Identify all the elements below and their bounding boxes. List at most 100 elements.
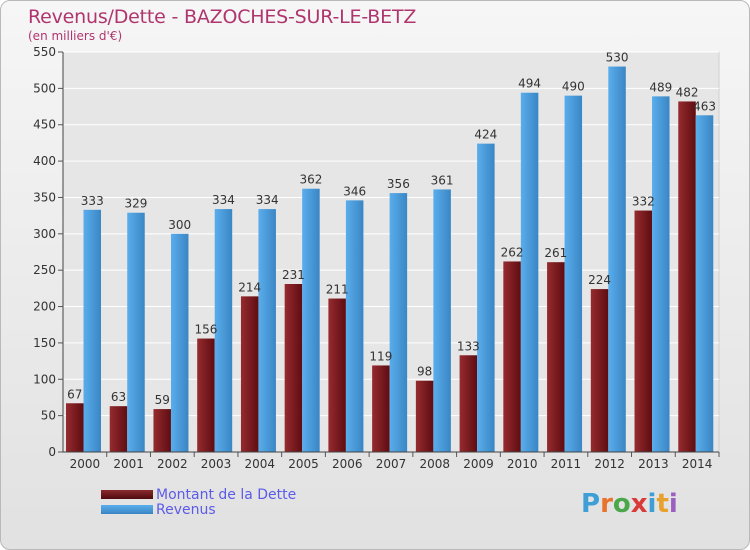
value-label: 211 (326, 283, 349, 297)
bar-revenus (520, 92, 539, 453)
y-tick-label: 450 (33, 118, 56, 132)
value-label: 334 (212, 193, 235, 207)
logo-letter: o (612, 489, 631, 519)
value-label: 362 (299, 173, 322, 187)
value-label: 334 (256, 193, 279, 207)
x-tick-label: 2007 (376, 457, 407, 471)
legend-label-dette: Montant de la Dette (156, 486, 297, 503)
y-tick-label: 550 (33, 45, 56, 59)
value-label: 356 (387, 177, 410, 191)
bar-dette (590, 289, 609, 452)
bar-revenus (258, 209, 276, 452)
y-tick-label: 200 (33, 300, 56, 314)
legend-item-revenus: Revenus (101, 501, 296, 518)
y-tick-label: 500 (33, 81, 56, 95)
value-label: 231 (282, 268, 305, 282)
value-label: 300 (168, 218, 191, 232)
value-label: 332 (632, 195, 655, 209)
value-label: 119 (369, 349, 392, 363)
x-tick-label: 2004 (245, 457, 276, 471)
y-tick-label: 400 (33, 154, 56, 168)
logo-letter: r (600, 489, 613, 519)
value-label: 63 (111, 390, 126, 404)
value-label: 494 (518, 77, 541, 91)
bar-dette (109, 406, 128, 452)
value-label: 261 (544, 246, 567, 260)
value-label: 98 (417, 365, 432, 379)
y-tick-label: 50 (41, 409, 56, 423)
value-label: 489 (649, 80, 672, 94)
value-label: 67 (67, 387, 82, 401)
bar-revenus (608, 66, 626, 452)
bar-dette (503, 261, 521, 452)
value-label: 490 (562, 80, 585, 94)
x-tick-label: 2011 (551, 457, 582, 471)
bar-revenus (477, 143, 495, 453)
value-label: 214 (238, 280, 261, 294)
bar-dette (66, 403, 84, 452)
bar-revenus (695, 115, 714, 452)
y-tick-label: 100 (33, 372, 56, 386)
bar-revenus (83, 209, 101, 452)
chart-title: Revenus/Dette - BAZOCHES-SUR-LE-BETZ (28, 6, 417, 28)
chart-subtitle: (en milliers d'€) (28, 29, 123, 43)
x-tick-label: 2012 (594, 457, 625, 471)
value-label: 333 (81, 194, 104, 208)
bar-dette (372, 365, 390, 452)
bar-dette (328, 298, 346, 452)
bar-dette (547, 262, 565, 452)
x-tick-label: 2000 (70, 457, 101, 471)
value-label: 463 (693, 99, 716, 113)
bar-dette (634, 210, 653, 452)
y-tick-label: 250 (33, 263, 56, 277)
logo-letter: t (656, 489, 669, 519)
legend: Montant de la Dette Revenus (101, 486, 297, 518)
bar-revenus (389, 193, 408, 452)
bar-revenus (564, 95, 583, 453)
legend-label-revenus: Revenus (156, 501, 216, 518)
y-tick-label: 0 (48, 445, 56, 459)
value-label: 530 (606, 51, 629, 65)
value-label: 346 (343, 184, 366, 198)
bar-revenus (433, 189, 451, 453)
logo-letter: P (581, 489, 601, 519)
value-label: 262 (501, 245, 524, 259)
value-label: 329 (125, 197, 148, 211)
bar-dette (415, 380, 434, 452)
value-label: 361 (431, 173, 454, 187)
x-tick-label: 2006 (332, 457, 363, 471)
logo-letter: i (647, 489, 657, 519)
bar-revenus (214, 209, 233, 452)
x-tick-label: 2008 (419, 457, 450, 471)
bar-dette (678, 101, 696, 453)
legend-item-dette: Montant de la Dette (101, 486, 297, 503)
y-tick-label: 150 (33, 336, 56, 350)
bar-dette (284, 284, 303, 452)
bar-dette (240, 296, 259, 452)
value-label: 156 (194, 323, 217, 337)
x-tick-label: 2003 (201, 457, 232, 471)
axes: 0 50 100 150 200 250 300 350 400 450 500 550 2000 200… (33, 45, 720, 471)
legend-swatch-revenus (101, 505, 153, 514)
x-tick-label: 2013 (638, 457, 669, 471)
logo-letter: i (668, 489, 678, 519)
legend-swatch-dette (101, 490, 153, 499)
value-label: 482 (676, 85, 699, 99)
x-tick-label: 2010 (507, 457, 538, 471)
bar-dette (197, 338, 215, 452)
x-tick-label: 2009 (463, 457, 494, 471)
bar-revenus (302, 188, 320, 452)
value-label: 424 (474, 128, 497, 142)
y-tick-label: 300 (33, 227, 56, 241)
proxiti-logo: Proxiti (581, 489, 678, 519)
bars (66, 66, 714, 453)
y-tick-label: 350 (33, 190, 56, 204)
bar-revenus (345, 200, 364, 452)
bar-revenus (127, 212, 145, 452)
bar-revenus (170, 233, 189, 452)
bar-revenus (652, 96, 670, 452)
value-label: 224 (588, 273, 611, 287)
x-tick-label: 2014 (682, 457, 713, 471)
